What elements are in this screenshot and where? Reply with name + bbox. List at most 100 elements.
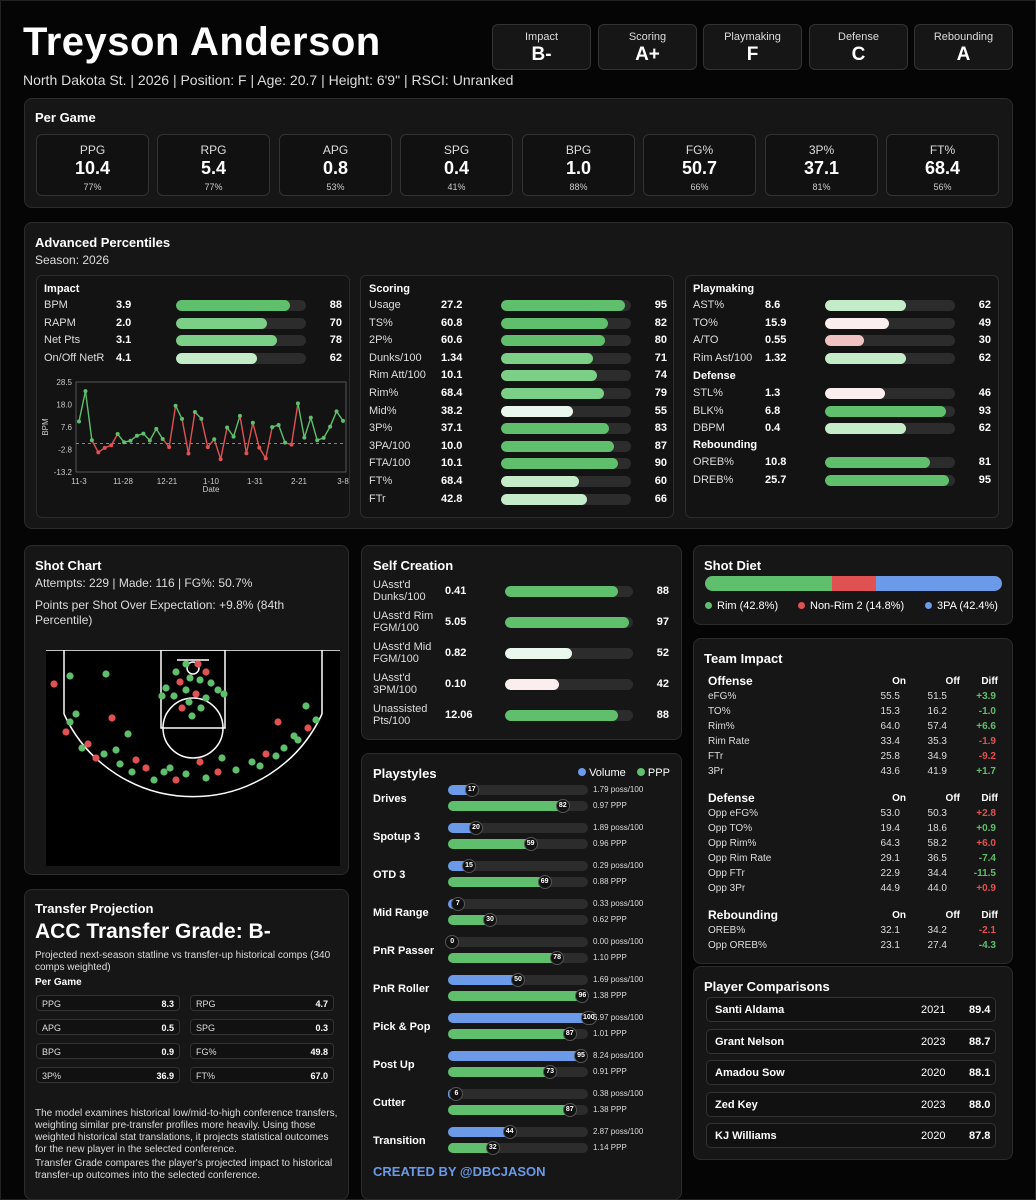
- percentile-value: 52: [656, 647, 669, 659]
- ppp-legend: PPP: [647, 767, 670, 779]
- ppp-bar: 30: [448, 913, 588, 927]
- percentile-bar: [501, 405, 631, 417]
- comparison-row: Amadou Sow 2020 88.1: [706, 1060, 996, 1086]
- projection-stat: RPG 4.7: [190, 995, 334, 1011]
- percentile-bar: [176, 353, 306, 365]
- metric-name: Opp OREB%: [708, 940, 767, 951]
- bpm-line-chart: 28.5 18.0 7.6 -2.8 -13.211-3 11-28 12-21 1-10 1-…: [41, 378, 349, 494]
- plot-frame: [75, 381, 347, 473]
- percentile-value: 78: [329, 334, 342, 347]
- comp-score: 89.4: [969, 1004, 991, 1016]
- percentile-fill: [501, 493, 587, 505]
- percentile-value: 90: [654, 457, 667, 470]
- percentile-row: STL% 1.3 46: [693, 385, 1023, 402]
- grade-value: A: [956, 44, 971, 65]
- series-segment: [149, 428, 157, 441]
- stat-label: RPG: [200, 143, 227, 157]
- bar-label: 0.62 PPP: [593, 915, 627, 924]
- legend-label: 3PA (42.4%): [937, 600, 998, 612]
- volume-bar: 20: [448, 821, 588, 835]
- bar-label: 1.01 PPP: [593, 1029, 627, 1038]
- data-point: [302, 435, 307, 440]
- scoring-title: Scoring: [369, 283, 410, 295]
- ppp-bar: 87: [448, 1027, 588, 1041]
- missed-shot: [202, 668, 210, 676]
- bar-fill: [448, 1143, 493, 1153]
- ppp-bar: 59: [448, 837, 588, 851]
- percentile-bar: [505, 617, 633, 628]
- off-value: 58.2: [927, 838, 947, 849]
- metric-name: Opp Rim%: [708, 838, 757, 849]
- percentile-bar: [825, 405, 955, 417]
- metric-name: eFG%: [708, 691, 737, 702]
- on-value: 64.0: [880, 721, 900, 732]
- metric-value: 1.32: [765, 351, 787, 364]
- percentile-row: Rim% 68.4 79: [369, 385, 699, 402]
- percentile-value: 88: [656, 709, 669, 721]
- percentile-fill: [501, 440, 615, 452]
- data-point: [257, 445, 262, 450]
- stat-value: 49.8: [310, 1047, 328, 1057]
- data-point: [289, 442, 294, 447]
- metric-value: 60.6: [441, 334, 463, 347]
- group-title: Rebounding: [708, 908, 778, 922]
- data-point: [128, 438, 133, 443]
- shot-chart-title: Shot Chart: [35, 558, 102, 573]
- percentile-value: 82: [654, 316, 667, 329]
- percentile-row: FTA/100 10.1 90: [369, 455, 699, 472]
- metric-value: 12.06: [445, 709, 473, 721]
- bar-fill: [448, 975, 518, 985]
- data-point: [186, 451, 191, 456]
- percentile-bar: [501, 440, 631, 452]
- self-creation-row: UAsst'd Mid FGM/100 0.82 52: [373, 641, 673, 670]
- data-point: [270, 425, 275, 430]
- comp-name: Grant Nelson: [715, 1035, 785, 1048]
- legend-label: Non-Rim 2 (14.8%): [810, 600, 905, 612]
- metric-name: On/Off NetR: [44, 352, 105, 365]
- three-point-arc: [63, 713, 323, 798]
- percentile-row: AST% 8.6 62: [693, 297, 1023, 314]
- series-segment: [110, 433, 119, 446]
- comparison-row: Santi Aldama 2021 89.4: [706, 997, 996, 1022]
- metric-name: 2P%: [369, 334, 393, 347]
- missed-shot: [50, 680, 58, 688]
- percentile-value: 46: [978, 387, 991, 399]
- percentile-bar: [825, 388, 955, 399]
- bar-label: 0.96 PPP: [593, 839, 627, 848]
- metric-value: 0.55: [765, 334, 787, 347]
- series-segment: [239, 415, 248, 454]
- x-tick-label: 3-8: [337, 477, 349, 486]
- data-point: [154, 426, 159, 431]
- percentile-fill: [825, 335, 864, 347]
- percentile-fill: [501, 458, 618, 470]
- metric-name: FTr: [369, 492, 386, 505]
- on-value: 22.9: [880, 868, 900, 879]
- x-tick-label: 11-3: [71, 477, 87, 486]
- paint: [160, 650, 226, 729]
- shot-chart-summary: Attempts: 229 | Made: 116 | FG%: 50.7%: [35, 576, 253, 590]
- percentile-value: 66: [654, 492, 667, 505]
- player-name: Treyson Anderson: [23, 20, 381, 64]
- team-impact-title: Team Impact: [704, 651, 783, 666]
- team-impact-row: 3Pr 43.6 41.9 +1.7: [708, 766, 1000, 780]
- stat-value: 4.7: [315, 999, 328, 1009]
- data-point: [96, 450, 101, 455]
- percentile-fill: [176, 300, 291, 311]
- percentile-bar: [501, 335, 631, 347]
- y-tick-label: 7.6: [61, 423, 73, 432]
- ppp-bar: 78: [448, 951, 588, 965]
- stat-label: FG%: [685, 143, 714, 157]
- percentile-row: 2P% 60.6 80: [369, 332, 699, 349]
- percentile-row: BLK% 6.8 93: [693, 403, 1023, 420]
- metric-value: 15.9: [765, 316, 787, 329]
- stat-card: SPG 0.4 41%: [400, 134, 513, 196]
- series-segment: [252, 422, 260, 448]
- metric-name: Dunks/100: [369, 351, 422, 364]
- percentile-row: RAPM 2.0 70: [44, 315, 374, 332]
- metric-name: RAPM: [44, 316, 76, 329]
- comp-year: 2023: [921, 1098, 946, 1111]
- metric-value: 42.8: [441, 492, 463, 505]
- on-value: 64.3: [880, 838, 900, 849]
- grade-label: Rebounding: [933, 31, 994, 43]
- data-point: [315, 438, 320, 443]
